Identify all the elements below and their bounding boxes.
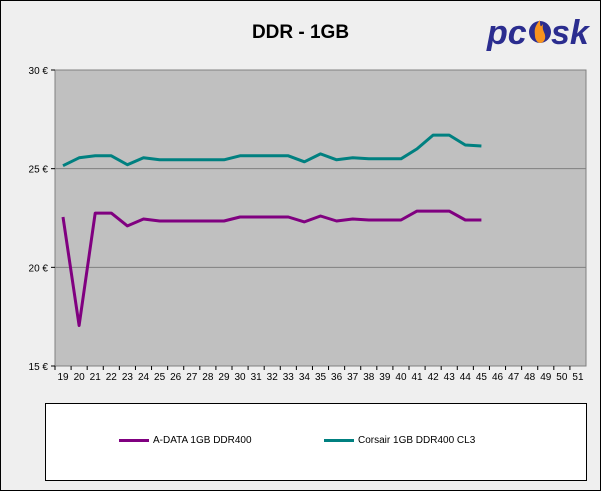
logo-text-sk: sk	[551, 14, 591, 52]
x-tick-label: 20	[74, 372, 86, 383]
plot-area	[54, 69, 587, 367]
legend-label-corsair: Corsair 1GB DDR400 CL3	[358, 435, 476, 446]
x-tick-label: 22	[106, 372, 118, 383]
series-line-adata	[61, 209, 482, 327]
x-tick-label: 31	[251, 372, 263, 383]
x-tick-label: 33	[283, 372, 295, 383]
x-tick-label: 34	[299, 372, 311, 383]
series-line-corsair	[62, 133, 482, 168]
x-tick-label: 41	[411, 372, 423, 383]
x-tick-label: 19	[57, 372, 69, 383]
y-tick-label: 25 €	[29, 165, 49, 176]
x-tick-label: 32	[267, 372, 279, 383]
pcask-logo: pc sk	[486, 14, 591, 52]
legend-swatch-adata	[119, 439, 149, 442]
x-tick-label: 28	[202, 372, 214, 383]
legend-swatch-corsair	[324, 439, 354, 442]
gridlines	[55, 168, 586, 268]
x-tick-label: 27	[186, 372, 198, 383]
x-tick-label: 51	[572, 372, 584, 383]
x-tick-label: 25	[154, 372, 166, 383]
x-tick-label: 21	[90, 372, 102, 383]
x-tick-label: 30	[234, 372, 246, 383]
x-tick-label: 26	[170, 372, 182, 383]
series-lines	[61, 133, 482, 327]
logo-text-pc: pc	[486, 14, 527, 52]
x-tick-label: 39	[379, 372, 391, 383]
x-tick-label: 44	[460, 372, 472, 383]
x-tick-label: 42	[428, 372, 440, 383]
x-tick-label: 37	[347, 372, 359, 383]
y-axis-ticks: 15 € 20 € 25 € 30 €	[29, 66, 55, 373]
x-axis-ticks: 19 20 21 22 23 24 25 26 27 28 29 30 31 32 33 34 35 36 37 38…	[54, 366, 584, 383]
x-tick-label: 38	[363, 372, 375, 383]
x-tick-label: 24	[138, 372, 150, 383]
y-tick-label: 30 €	[29, 66, 49, 77]
legend-item-corsair: Corsair 1GB DDR400 CL3	[324, 435, 475, 446]
x-tick-label: 46	[492, 372, 504, 383]
chart-title: DDR - 1GB	[251, 22, 350, 43]
x-tick-label: 48	[524, 372, 536, 383]
legend-label-adata: A-DATA 1GB DDR400	[153, 435, 252, 446]
x-tick-label: 45	[476, 372, 488, 383]
x-tick-label: 35	[315, 372, 327, 383]
x-tick-label: 50	[556, 372, 568, 383]
x-tick-label: 49	[540, 372, 552, 383]
x-tick-label: 29	[218, 372, 230, 383]
legend: A-DATA 1GB DDR400 Corsair 1GB DDR400 CL3	[45, 403, 587, 481]
x-tick-label: 47	[508, 372, 520, 383]
y-tick-label: 15 €	[29, 362, 49, 373]
x-tick-label: 43	[444, 372, 456, 383]
x-tick-label: 40	[395, 372, 407, 383]
x-tick-label: 36	[331, 372, 343, 383]
legend-item-adata: A-DATA 1GB DDR400	[119, 435, 252, 446]
y-tick-label: 20 €	[29, 263, 49, 274]
x-tick-label: 23	[122, 372, 134, 383]
logo-flame-icon	[529, 20, 551, 43]
